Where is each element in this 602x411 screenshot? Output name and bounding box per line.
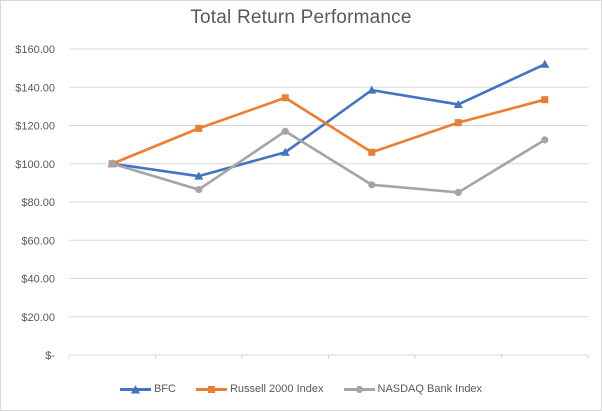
legend: BFC Russell 2000 Index NASDAQ Bank Index — [1, 383, 601, 395]
data-point-circle — [195, 185, 203, 194]
legend-item-bfc[interactable]: BFC — [119, 383, 176, 395]
data-point-circle — [368, 181, 376, 189]
y-axis-label: $120.00 — [15, 121, 55, 133]
legend-label-russell: Russell 2000 Index — [229, 383, 324, 395]
data-point-square — [368, 148, 376, 156]
legend-label-bfc: BFC — [153, 383, 176, 395]
series-line-nasdaq-bank-index — [110, 129, 547, 194]
legend-item-nasdaq-bank-index[interactable]: NASDAQ Bank Index — [343, 383, 483, 395]
y-axis-label: $100.00 — [15, 159, 55, 171]
legend-label-nasdaq: NASDAQ Bank Index — [377, 383, 483, 395]
y-axis-label: $- — [45, 350, 55, 362]
data-point-triangle — [194, 171, 204, 180]
data-point-square — [281, 94, 289, 102]
data-point-square — [454, 119, 462, 127]
legend-marker-russell-icon — [195, 385, 227, 393]
y-axis-label: $60.00 — [21, 235, 55, 247]
data-point-square — [541, 96, 549, 104]
data-point-circle — [541, 136, 549, 144]
data-point-triangle — [453, 99, 463, 108]
data-point-triangle — [280, 147, 290, 156]
series-line-russell-2000-index — [110, 96, 547, 166]
legend-marker-nasdaq-icon — [343, 385, 375, 393]
y-axis-label: $160.00 — [15, 44, 55, 56]
y-axis-label: $80.00 — [21, 197, 55, 209]
legend-item-russell-2000-index[interactable]: Russell 2000 Index — [195, 383, 324, 395]
data-point-circle — [108, 160, 116, 168]
y-axis-label: $140.00 — [15, 82, 55, 94]
series-line-bfc — [110, 62, 547, 178]
data-point-triangle — [540, 59, 550, 68]
legend-marker-bfc-icon — [119, 384, 151, 393]
y-axis-label: $20.00 — [21, 312, 55, 324]
data-point-circle — [454, 188, 462, 197]
y-axis-label: $40.00 — [21, 274, 55, 286]
data-point-triangle — [367, 85, 377, 94]
data-point-square — [195, 124, 203, 132]
data-point-circle — [281, 127, 289, 135]
chart-title: Total Return Performance — [190, 7, 412, 28]
